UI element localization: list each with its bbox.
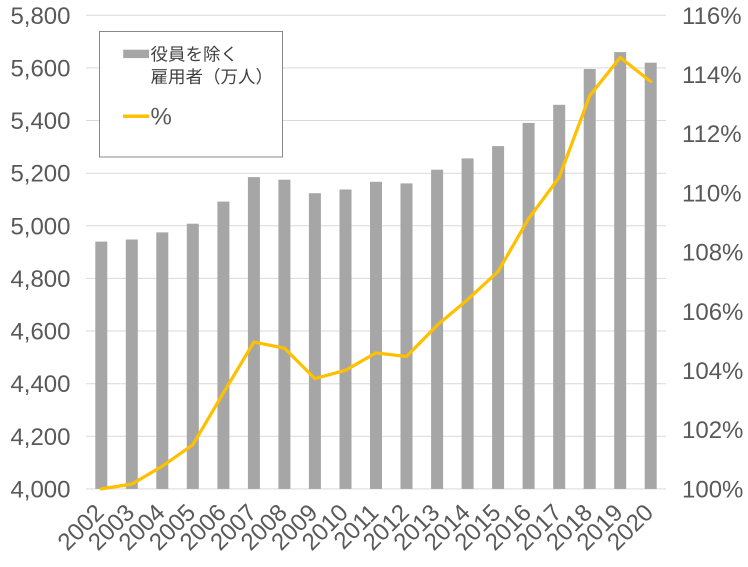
svg-text:5,200: 5,200 [10,161,70,188]
svg-text:108%: 108% [682,240,743,267]
svg-text:104%: 104% [682,358,743,385]
svg-text:116%: 116% [682,3,742,30]
svg-text:5,800: 5,800 [10,3,70,30]
svg-text:5,600: 5,600 [10,55,70,82]
svg-text:4,600: 4,600 [10,319,70,346]
svg-text:106%: 106% [682,299,743,326]
svg-text:112%: 112% [682,121,742,148]
svg-text:5,400: 5,400 [10,108,70,135]
svg-text:4,000: 4,000 [10,476,70,503]
svg-text:%: % [151,104,172,131]
svg-text:114%: 114% [682,62,742,89]
svg-text:102%: 102% [682,417,743,444]
svg-text:4,200: 4,200 [10,424,70,451]
svg-text:110%: 110% [682,180,742,207]
svg-text:5,000: 5,000 [10,213,70,240]
svg-text:4,800: 4,800 [10,266,70,293]
svg-text:100%: 100% [682,476,743,503]
svg-text:4,400: 4,400 [10,371,70,398]
